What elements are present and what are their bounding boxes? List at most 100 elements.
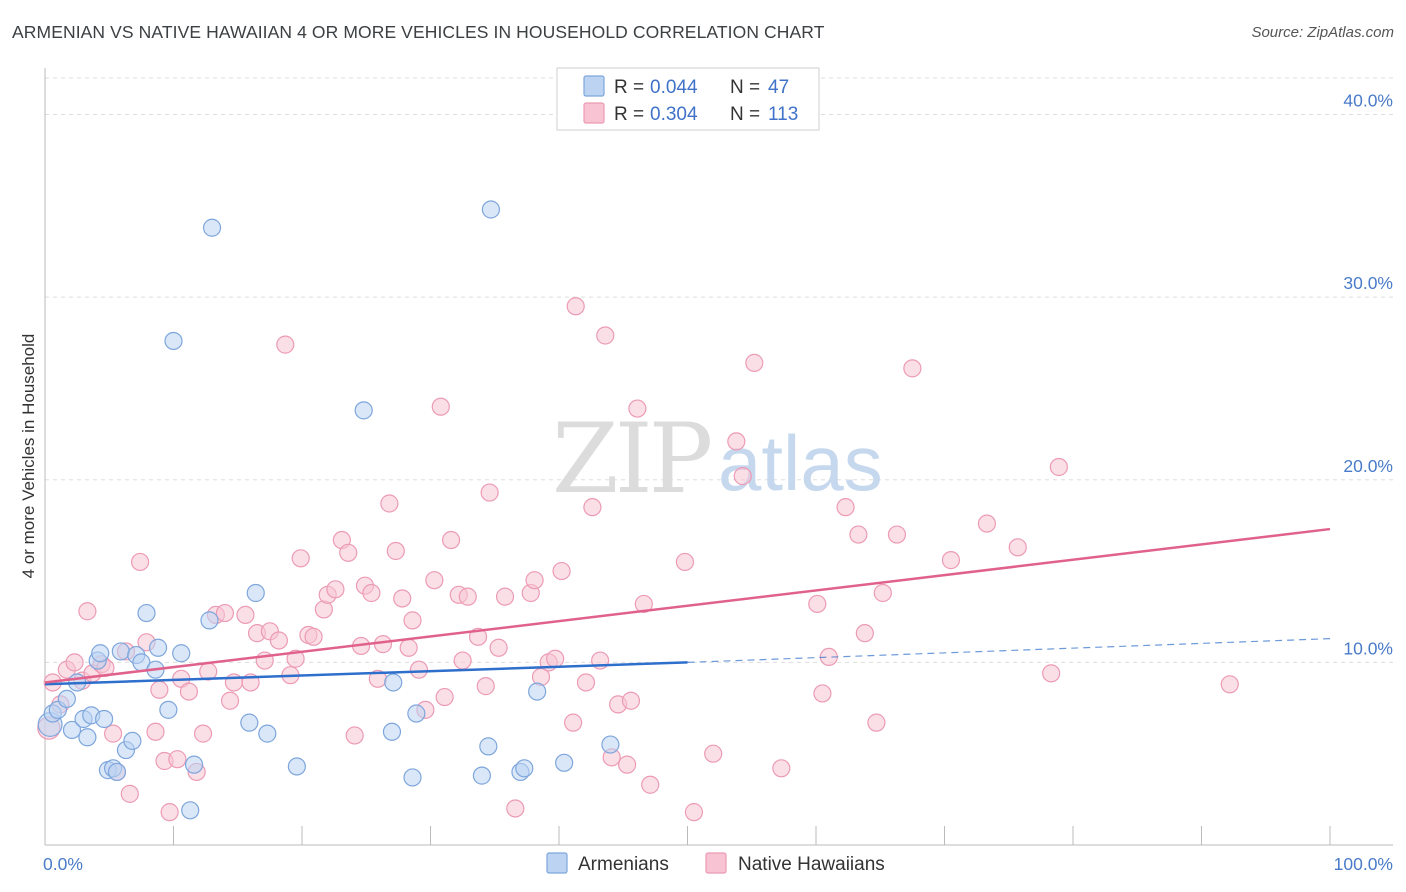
armenian-point [148, 638, 168, 657]
native-hawaiian-point [425, 571, 444, 590]
native-hawaiian-point [146, 722, 165, 741]
native-hawaiian-point [345, 726, 364, 745]
legend-top: R = 0.044 N = 47 R = 0.304 N = 113 [556, 67, 820, 131]
native-hawaiian-point [596, 326, 615, 345]
watermark-zip: ZIP [552, 403, 711, 515]
native-hawaiian-point [458, 587, 477, 606]
legend-r-value-armenians: 0.044 [650, 77, 698, 98]
native-hawaiian-point [1220, 675, 1239, 694]
armenian-point [181, 801, 200, 820]
armenian-point [403, 768, 422, 787]
armenian-point [479, 737, 498, 756]
native-hawaiian-point [468, 627, 488, 646]
native-hawaiian-point [453, 651, 472, 670]
armenian-point [137, 603, 156, 623]
armenian-point [95, 709, 114, 729]
native-hawaiian-point [564, 713, 583, 732]
native-hawaiian-point [215, 603, 234, 623]
native-hawaiian-point [525, 571, 544, 590]
armenian-point [555, 753, 574, 772]
native-hawaiian-point [506, 799, 525, 818]
native-hawaiian-point [849, 525, 868, 544]
armenian-point [111, 642, 130, 661]
armenian-point [164, 331, 183, 351]
native-hawaiian-point [393, 589, 412, 608]
native-hawaiian-point [621, 691, 641, 710]
native-hawaiian-point [873, 583, 892, 603]
legend-n-value-native-hawaiians: 113 [768, 104, 798, 125]
armenian-point [202, 218, 222, 237]
armenian-point [240, 713, 259, 732]
native-hawaiian-point [867, 713, 886, 732]
native-hawaiian-point [727, 432, 746, 451]
y-tick-label: 40.0% [1343, 91, 1393, 111]
armenian-point [515, 759, 534, 778]
armenian-point [91, 644, 110, 663]
native-hawaiian-point [887, 525, 907, 544]
armenian-point [258, 724, 277, 743]
tick-labels: 10.0% 20.0% 30.0% 40.0% 0.0% 100.0% [43, 91, 1393, 874]
native-hawaiian-point [813, 684, 832, 703]
native-hawaiian-point [618, 755, 637, 774]
native-hawaiian-point [489, 638, 508, 657]
native-hawaiian-point [675, 552, 695, 572]
chart-title: ARMENIAN VS NATIVE HAWAIIAN 4 OR MORE VE… [12, 22, 825, 42]
native-hawaiian-point [403, 611, 422, 630]
native-hawaiian-point [566, 297, 585, 316]
native-hawaiian-point [168, 750, 187, 769]
armenian-point [287, 757, 306, 776]
native-hawaiian-point [836, 498, 855, 517]
native-hawaiian-point [684, 803, 704, 822]
native-hawaiian-point [435, 687, 454, 707]
native-hawaiian-point [583, 498, 602, 517]
native-hawaiian-point [977, 514, 997, 533]
x-tick-label: 0.0% [43, 854, 83, 874]
native-hawaiian-point [903, 359, 922, 378]
native-hawaiian-point [628, 399, 647, 418]
y-axis-label: 4 or more Vehicles in Household [19, 334, 38, 579]
native-hawaiian-point [409, 660, 429, 679]
armenian-point [528, 682, 547, 701]
native-hawaiian-point [130, 552, 150, 572]
native-hawaiian-point [193, 724, 213, 743]
native-hawaiian-point [704, 744, 723, 763]
armenian-point [354, 401, 373, 420]
native-hawaiian-point [150, 680, 169, 699]
legend-n-label-native-hawaiians: N = [730, 104, 760, 125]
native-hawaiian-point [476, 677, 495, 696]
y-tick-label: 30.0% [1343, 273, 1393, 293]
armenian-point [246, 583, 265, 603]
armenians-trend-extension [687, 638, 1331, 663]
bottom-legend-swatch-native-hawaiians [705, 852, 727, 874]
native-hawaiian-point [269, 631, 288, 650]
native-hawaiian-point [160, 803, 179, 822]
armenian-point [62, 720, 82, 740]
x-tick-label: 100.0% [1334, 854, 1393, 874]
armenian-point [107, 762, 127, 782]
chart-source: Source: ZipAtlas.com [1251, 24, 1394, 41]
armenian-point [159, 700, 178, 719]
bottom-legend-label-armenians: Armenians [578, 854, 669, 875]
native-hawaiian-point [546, 649, 565, 668]
native-hawaiian-point [745, 353, 764, 372]
native-hawaiian-point [220, 691, 240, 710]
native-hawaiian-point [772, 759, 791, 778]
native-hawaiian-point [120, 784, 139, 803]
watermark-atlas: atlas [718, 419, 883, 507]
armenian-point [184, 755, 204, 774]
native-hawaiian-point [733, 467, 752, 486]
native-hawaiian-point [380, 494, 399, 513]
native-hawaiian-point [641, 775, 660, 794]
legend-r-label-native-hawaiians: R = [614, 104, 644, 125]
native-hawaiian-point [276, 335, 295, 354]
native-hawaiian-point [286, 649, 305, 668]
grid-lines [45, 77, 1393, 663]
native-hawaiian-point [399, 638, 418, 657]
legend-bottom: Armenians Native Hawaiians [546, 852, 885, 875]
bottom-legend-label-native-hawaiians: Native Hawaiians [738, 854, 885, 875]
native-hawaiian-point [326, 580, 345, 599]
native-hawaiian-point [941, 551, 961, 570]
native-hawaiians-points [37, 297, 1239, 822]
legend-r-label-armenians: R = [614, 77, 644, 98]
